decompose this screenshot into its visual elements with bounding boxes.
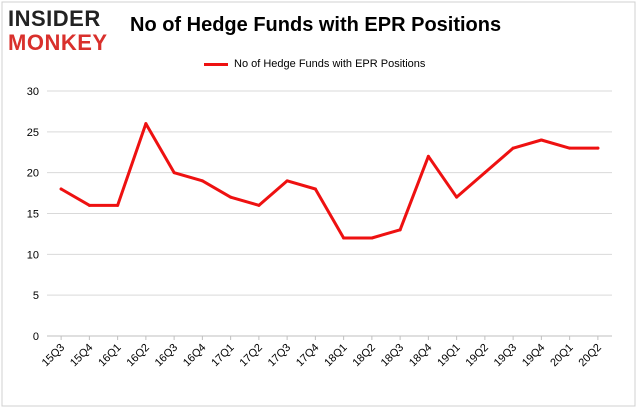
data-point (285, 179, 289, 183)
x-tick-label: 17Q1 (209, 342, 237, 370)
y-tick-label: 15 (27, 209, 39, 221)
legend-line-swatch (204, 62, 228, 66)
x-tick-label: 15Q4 (68, 342, 96, 370)
y-tick-label: 30 (27, 86, 39, 98)
x-tick-label: 15Q3 (40, 342, 68, 370)
data-point (426, 154, 430, 158)
y-tick-label: 10 (27, 249, 39, 261)
x-tick-label: 20Q1 (548, 342, 576, 370)
data-point (59, 187, 63, 191)
series-line (59, 122, 600, 240)
y-axis-ticks: 0 5 10 15 20 25 30 (27, 86, 39, 343)
logo-text-insider: INSIDER (8, 6, 101, 31)
logo-text-monkey: MONKEY (8, 30, 108, 55)
x-tick-label: 17Q3 (266, 342, 294, 370)
data-point (483, 171, 487, 175)
y-tick-label: 0 (33, 331, 39, 343)
x-axis-ticks: 15Q3 15Q4 16Q1 16Q2 16Q3 16Q4 17Q1 17Q2 17Q3 17Q4… (40, 336, 604, 369)
data-point (200, 179, 204, 183)
x-tick-label: 18Q4 (407, 342, 435, 370)
x-tick-label: 16Q1 (96, 342, 124, 370)
y-tick-label: 20 (27, 168, 39, 180)
data-point (116, 203, 120, 207)
x-tick-label: 19Q1 (435, 342, 463, 370)
x-tick-label: 20Q2 (576, 342, 604, 370)
insider-monkey-logo: INSIDER MONKEY (6, 4, 118, 56)
y-tick-label: 5 (33, 290, 39, 302)
series-group (59, 122, 600, 240)
data-point (539, 138, 543, 142)
legend-series-label: No of Hedge Funds with EPR Positions (234, 58, 426, 70)
x-tick-label: 17Q2 (237, 342, 265, 370)
data-point (257, 203, 261, 207)
x-tick-label: 19Q4 (520, 342, 548, 370)
data-point (87, 203, 91, 207)
x-tick-label: 19Q3 (492, 342, 520, 370)
data-point (511, 146, 515, 150)
data-point (144, 122, 148, 126)
chart-legend: No of Hedge Funds with EPR Positions (204, 57, 425, 71)
data-point (596, 146, 600, 150)
x-tick-label: 18Q3 (379, 342, 407, 370)
data-point (398, 228, 402, 232)
chart-title: No of Hedge Funds with EPR Positions (130, 14, 502, 36)
data-point (229, 195, 233, 199)
data-point (568, 146, 572, 150)
x-tick-label: 16Q3 (153, 342, 181, 370)
data-point (370, 236, 374, 240)
x-tick-label: 16Q4 (181, 342, 209, 370)
x-tick-label: 18Q1 (322, 342, 350, 370)
x-tick-label: 19Q2 (463, 342, 491, 370)
data-point (313, 187, 317, 191)
x-tick-label: 17Q4 (294, 342, 322, 370)
data-point (455, 195, 459, 199)
y-tick-label: 25 (27, 127, 39, 139)
x-tick-label: 18Q2 (350, 342, 378, 370)
data-point (172, 171, 176, 175)
x-tick-label: 16Q2 (124, 342, 152, 370)
data-point (342, 236, 346, 240)
gridlines (47, 90, 612, 337)
